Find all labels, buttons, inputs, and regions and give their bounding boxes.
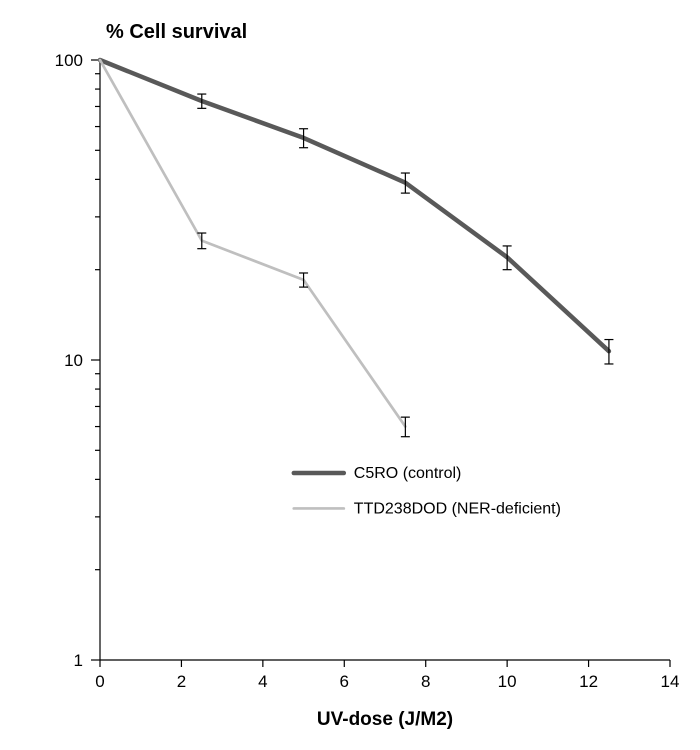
x-tick-label: 8 (421, 672, 430, 691)
y-tick-label: 10 (64, 351, 83, 370)
chart-svg: % Cell survival 0 2 4 6 8 10 12 14 1 10 100 UV-dose … (0, 0, 700, 750)
x-tick-label: 0 (95, 672, 104, 691)
legend-label-ttd: TTD238DOD (NER-deficient) (354, 500, 561, 517)
y-tick-label: 1 (74, 651, 83, 670)
chart-container: % Cell survival 0 2 4 6 8 10 12 14 1 10 100 UV-dose … (0, 0, 700, 750)
chart-title: % Cell survival (106, 21, 247, 43)
x-tick-label: 2 (177, 672, 186, 691)
legend-label-control: C5RO (control) (354, 465, 462, 482)
x-tick-label: 4 (258, 672, 267, 691)
x-tick-label: 6 (340, 672, 349, 691)
x-tick-label: 14 (661, 672, 680, 691)
x-axis-label: UV-dose (J/M2) (317, 709, 453, 730)
x-tick-label: 12 (579, 672, 598, 691)
y-tick-label: 100 (55, 51, 83, 70)
x-tick-label: 10 (498, 672, 517, 691)
